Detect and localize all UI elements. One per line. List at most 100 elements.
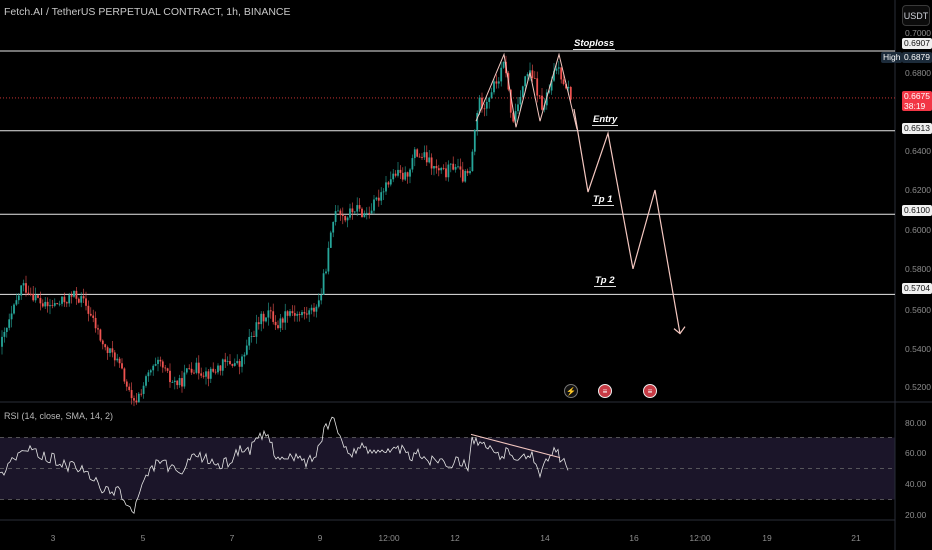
candle-body: [231, 363, 234, 366]
candle-body: [541, 95, 543, 110]
time-tick-label: 21: [851, 533, 861, 543]
candle-body: [478, 97, 481, 113]
lightning-icon[interactable]: ⚡: [564, 384, 578, 398]
candle-body: [104, 344, 107, 348]
candle-body: [341, 214, 344, 217]
rsi-indicator-label[interactable]: RSI (14, close, SMA, 14, 2): [4, 411, 114, 421]
candle-body: [279, 318, 282, 329]
projection-path: [573, 108, 686, 335]
price-tick-label: 0.6400: [905, 146, 931, 156]
candle-body: [274, 321, 277, 326]
candle-body: [322, 273, 325, 295]
candle-body: [409, 169, 411, 177]
candle-body: [471, 151, 474, 172]
candle-body: [277, 325, 279, 329]
candle-body: [82, 296, 85, 299]
time-tick-label: 9: [318, 533, 323, 543]
candle-body: [430, 157, 433, 169]
candle-body: [116, 358, 119, 361]
candle-body: [514, 111, 517, 122]
candle-body: [488, 97, 491, 102]
candle-body: [416, 149, 419, 157]
candle-body: [10, 313, 13, 320]
candle-body: [63, 296, 66, 303]
candle-body: [183, 372, 186, 387]
candle-body: [490, 92, 493, 98]
candle-body: [550, 80, 553, 91]
candle-body: [39, 297, 42, 304]
candle-body: [121, 363, 123, 369]
candle-body: [272, 311, 275, 322]
candle-body: [567, 87, 570, 89]
rsi-line: [0, 416, 569, 515]
currency-button[interactable]: USDT: [902, 5, 930, 26]
projection-arrowhead: [673, 326, 686, 335]
candle-body: [433, 166, 435, 169]
candle-body: [27, 292, 30, 294]
candle-body: [87, 305, 90, 314]
candle-body: [281, 318, 284, 323]
candle-body: [365, 212, 368, 214]
candle-body: [353, 211, 356, 213]
candle-body: [445, 168, 447, 178]
candle-body: [77, 298, 80, 303]
candle-body: [147, 372, 150, 377]
candle-body: [85, 298, 87, 306]
candle-body: [565, 84, 567, 89]
candle-body: [557, 67, 560, 69]
candle-body: [380, 192, 383, 201]
candle-body: [157, 359, 159, 364]
candle-body: [75, 290, 78, 299]
candle-body: [99, 329, 102, 341]
candle-body: [101, 340, 104, 345]
current-price-label: 0.6675 38:19: [902, 91, 932, 111]
candle-body: [509, 89, 512, 113]
candle-body: [454, 166, 457, 170]
candle-body: [385, 182, 387, 192]
candle-body: [250, 336, 253, 337]
candle-body: [469, 171, 471, 174]
candle-body: [466, 170, 469, 174]
candle-body: [176, 380, 179, 386]
tp1-price-label: 0.6100: [902, 205, 932, 216]
candle-body: [521, 86, 524, 98]
candle-body: [61, 296, 63, 304]
current-price-value: 0.6675: [904, 91, 930, 101]
level-lines[interactable]: [0, 50, 895, 295]
candle-body: [113, 352, 116, 361]
candle-body: [22, 283, 25, 286]
candle-body: [44, 301, 47, 307]
us-flag-icon[interactable]: ≡: [643, 384, 657, 398]
price-tick-label: 0.6800: [905, 68, 931, 78]
candle-body: [190, 368, 193, 373]
candle-body: [118, 358, 121, 364]
candle-body: [569, 87, 572, 100]
candle-body: [193, 372, 195, 374]
entry-price-label: 0.6513: [902, 123, 932, 134]
candle-body: [125, 381, 128, 387]
candle-body: [166, 368, 169, 371]
candle-body: [555, 68, 558, 71]
candle-body: [29, 293, 32, 295]
candle-body: [358, 205, 361, 209]
time-tick-label: 14: [540, 533, 550, 543]
candle-body: [53, 303, 56, 306]
candle-body: [253, 336, 255, 337]
price-tick-label: 0.7000: [905, 28, 931, 38]
price-tick-label: 0.6000: [905, 225, 931, 235]
candle-body: [493, 81, 495, 93]
candle-body: [123, 368, 126, 382]
candle-body: [476, 112, 479, 130]
candle-body: [425, 152, 428, 163]
candle-body: [41, 303, 44, 307]
triangle-pattern: [475, 52, 578, 130]
candle-body: [526, 74, 529, 77]
candle-body: [301, 312, 303, 316]
rsi-tick-label: 80.00: [905, 418, 927, 428]
us-flag-icon[interactable]: ≡: [598, 384, 612, 398]
candle-body: [375, 197, 378, 200]
candle-body: [392, 173, 395, 180]
candle-body: [457, 166, 459, 168]
tp1-annotation: Tp 1: [592, 194, 614, 206]
